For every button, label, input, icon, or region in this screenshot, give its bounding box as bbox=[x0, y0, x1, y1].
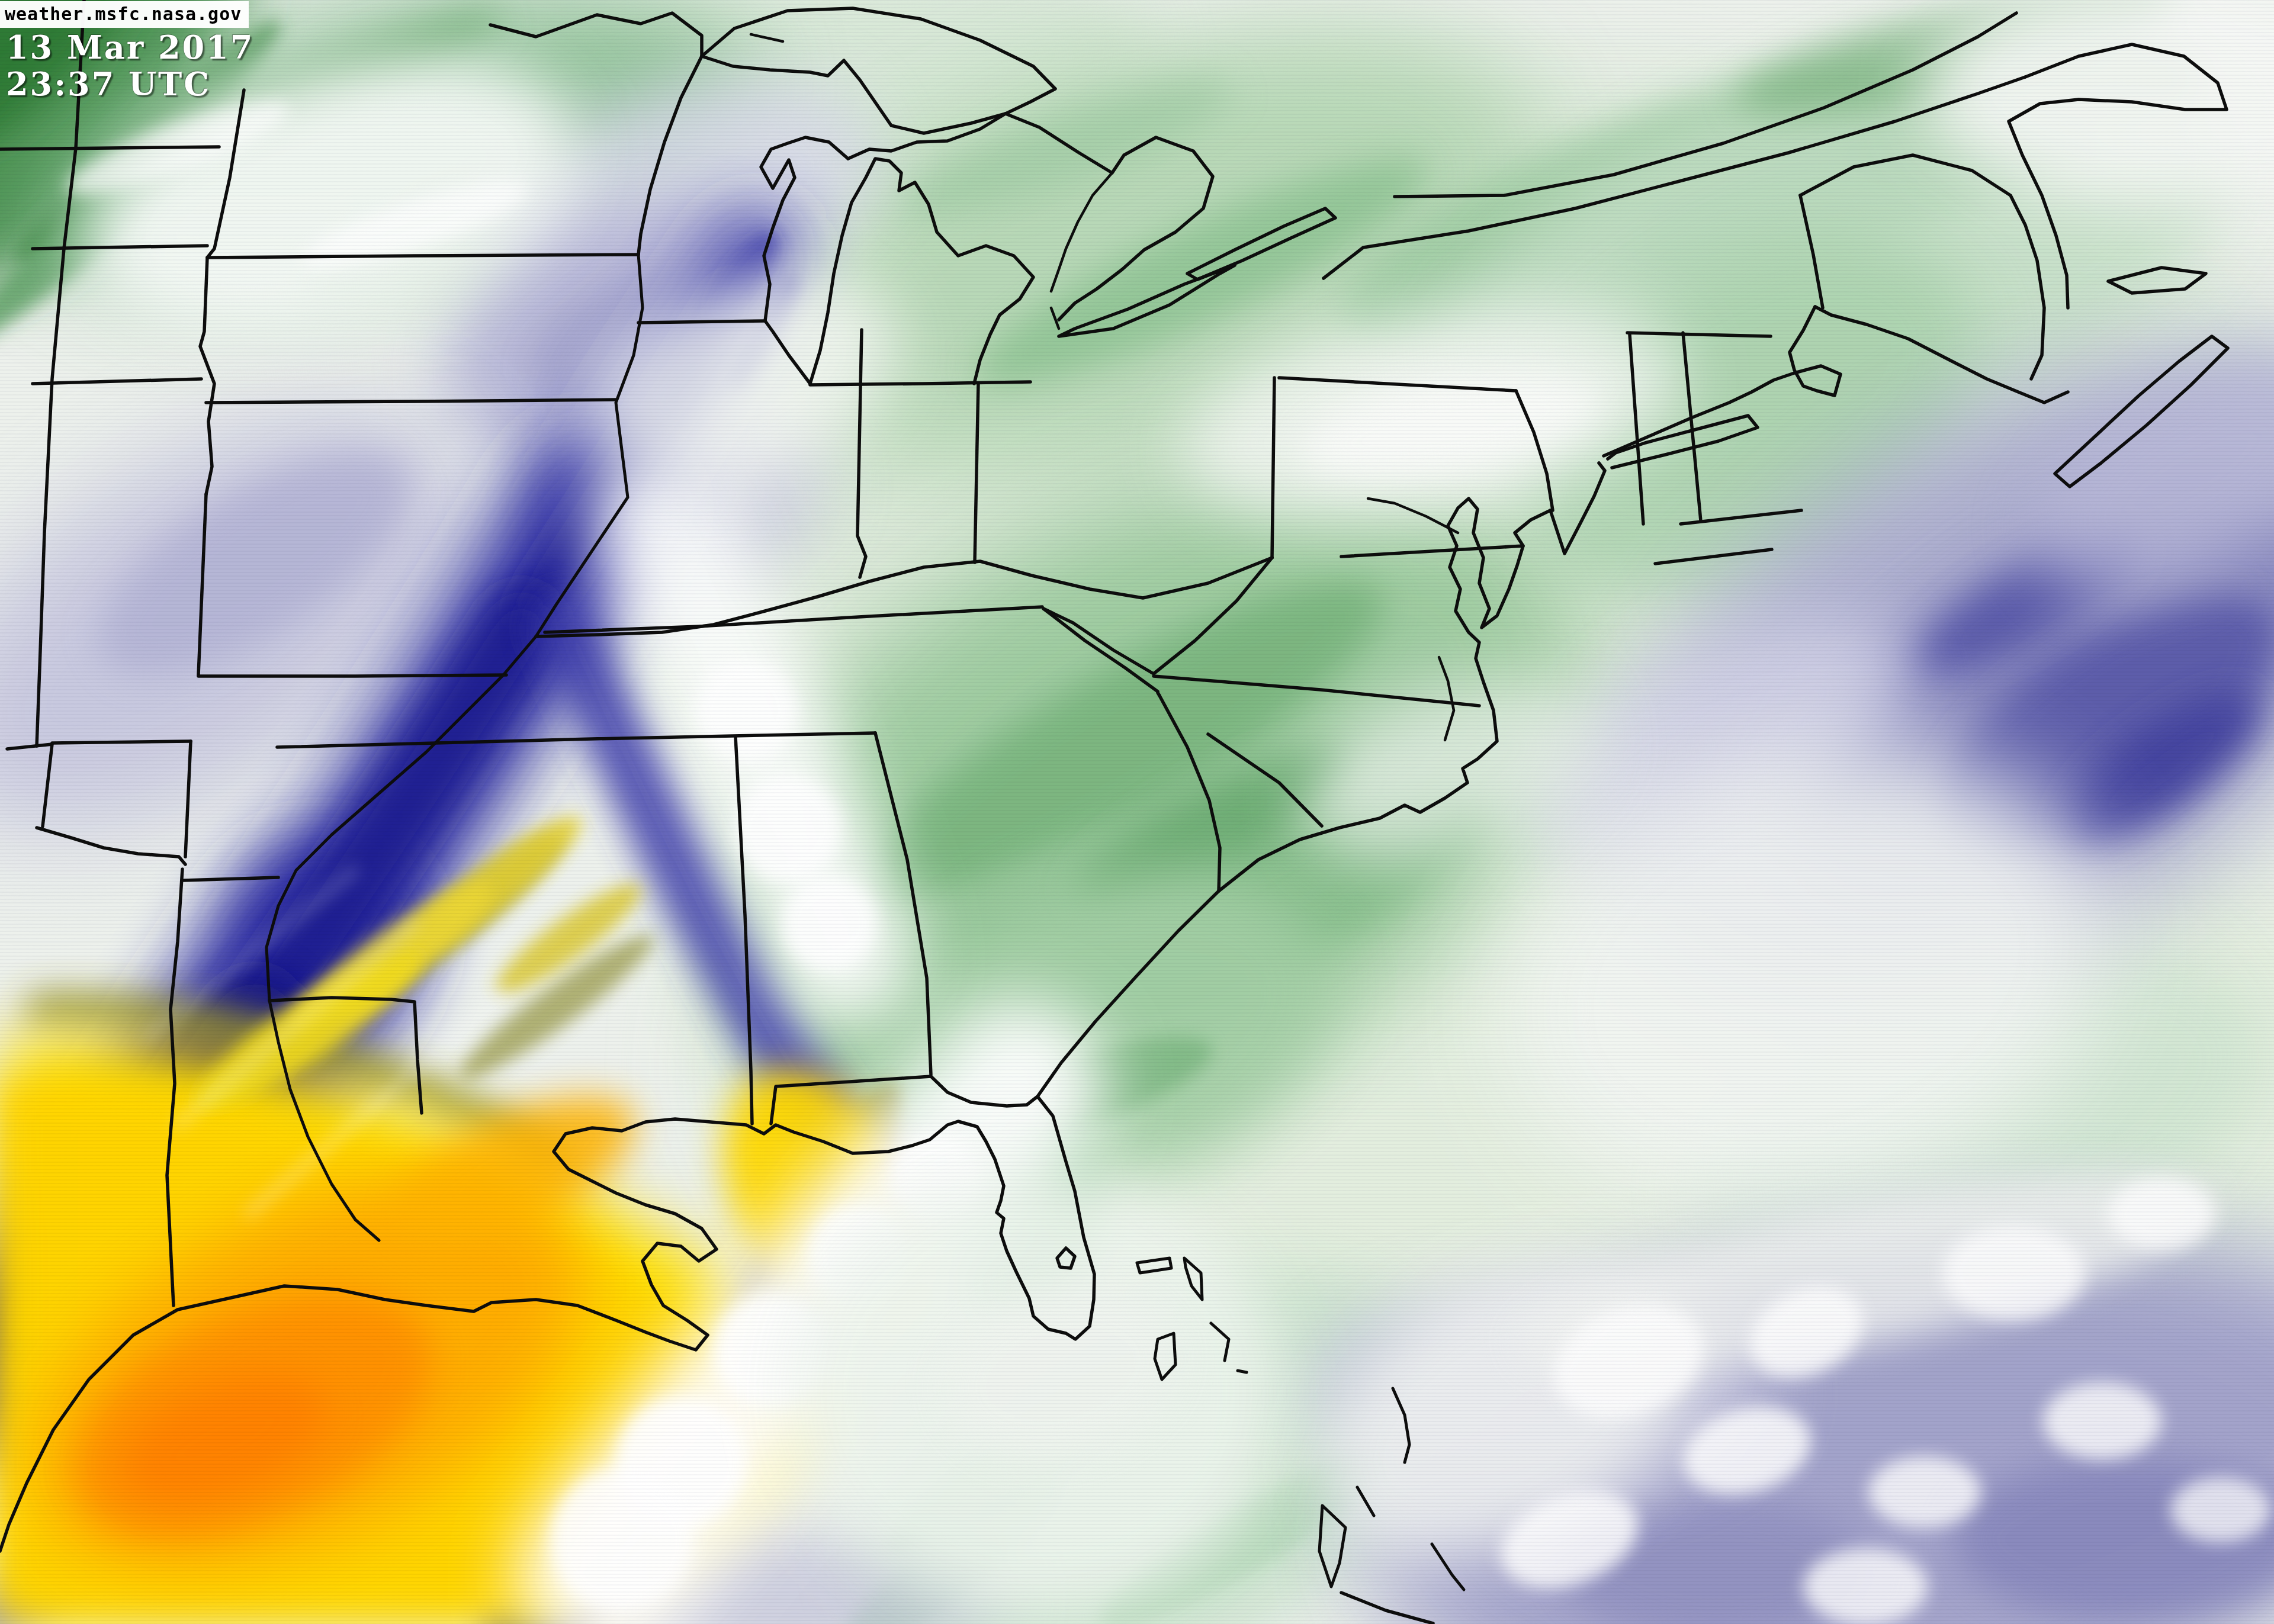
ks-ok-border bbox=[52, 741, 191, 743]
image-detail bbox=[696, 660, 796, 761]
mo-ar-border bbox=[198, 675, 506, 676]
image-detail bbox=[782, 876, 876, 971]
ga-nc-border bbox=[1158, 693, 1160, 696]
image-detail bbox=[2170, 1477, 2271, 1542]
image-detail bbox=[2108, 1178, 2215, 1249]
satellite-image-stage: weather.msfc.nasa.gov 13 Mar 2017 23:37 … bbox=[0, 0, 2274, 1624]
water-vapor-satellite-map bbox=[0, 0, 2274, 1624]
image-detail bbox=[2043, 1382, 2161, 1459]
watermark-source-label: weather.msfc.nasa.gov bbox=[0, 1, 249, 28]
image-detail bbox=[1238, 1371, 1247, 1372]
time-stamp: 23:37 UTC bbox=[6, 65, 211, 103]
image-detail bbox=[551, 1468, 693, 1610]
image-detail bbox=[734, 776, 841, 882]
wi-il-border bbox=[638, 321, 765, 323]
image-detail bbox=[1868, 1456, 1981, 1527]
date-stamp: 13 Mar 2017 bbox=[6, 28, 254, 66]
image-detail bbox=[1942, 1226, 2084, 1320]
image-detail bbox=[1803, 1548, 1928, 1624]
